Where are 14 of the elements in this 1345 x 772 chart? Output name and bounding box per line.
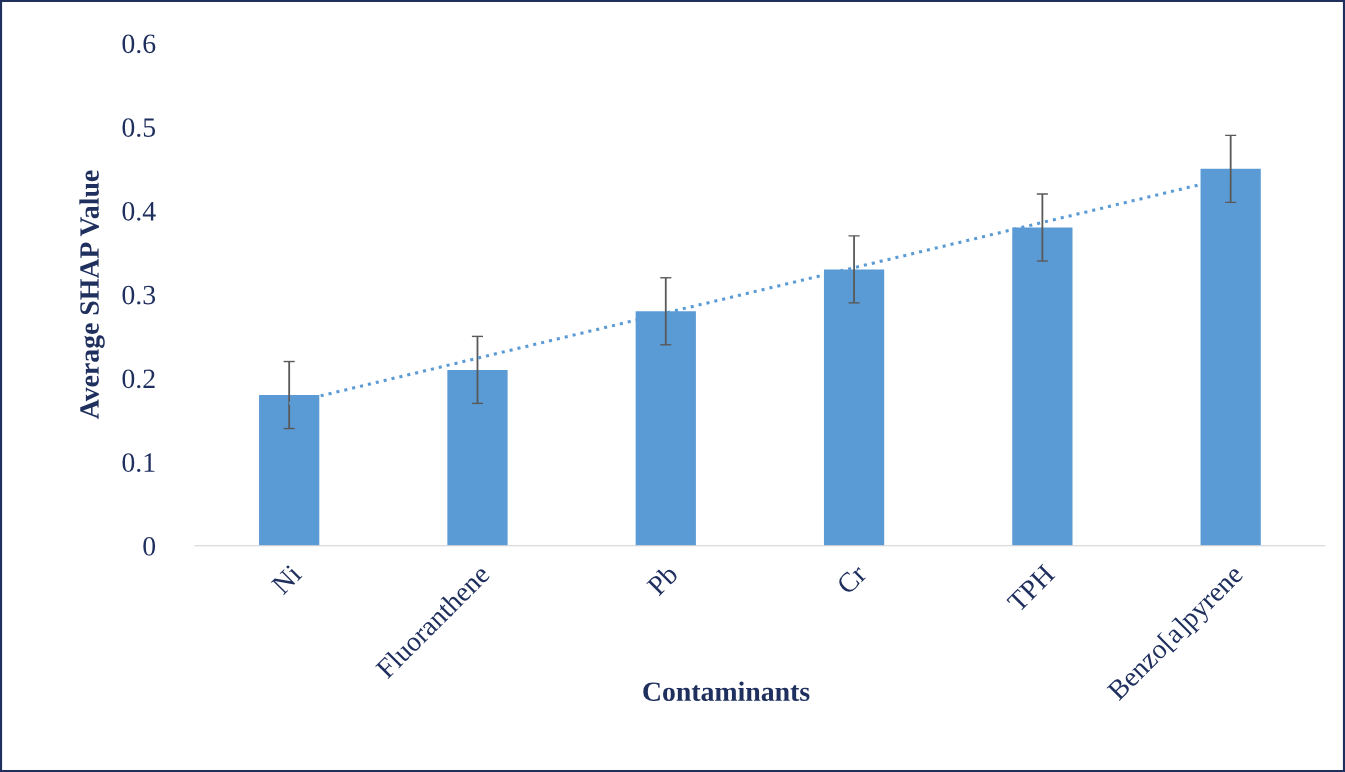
bar [447, 369, 508, 546]
y-tick-label: 0.1 [122, 453, 155, 473]
y-axis-title: Average SHAP Value [79, 170, 105, 420]
x-axis-title: Contaminants [643, 681, 810, 702]
y-tick-label: 0.2 [122, 369, 155, 389]
y-tick-label: 0.4 [122, 201, 156, 221]
y-tick-label: 0 [143, 536, 156, 556]
x-tick-label: Cr [835, 563, 868, 596]
y-tick-label: 0.3 [122, 285, 156, 305]
x-tick-label: Pb [645, 563, 679, 597]
y-tick-label: 0.6 [122, 34, 156, 54]
x-tick-label: TPH [1006, 563, 1056, 613]
x-tick-label: Ni [270, 563, 303, 596]
y-tick-label: 0.5 [122, 118, 156, 138]
